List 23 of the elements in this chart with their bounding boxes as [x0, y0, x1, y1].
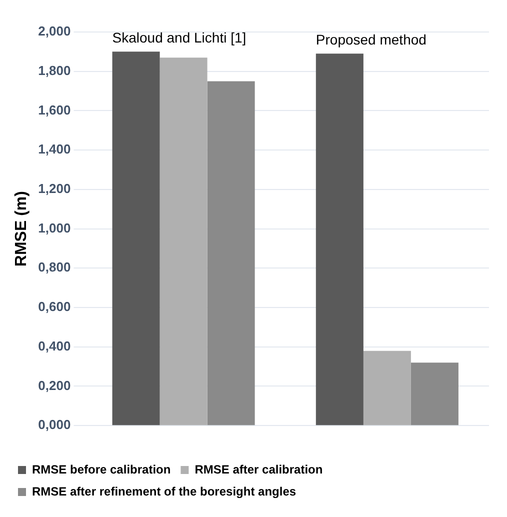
bar: [112, 52, 160, 426]
y-tick-label: 0,400: [38, 338, 71, 354]
bar: [316, 54, 364, 426]
legend-label: RMSE after refinement of the boresight angles: [32, 484, 296, 498]
y-tick-label: 1,600: [38, 102, 71, 118]
bar: [160, 58, 208, 426]
legend-label: RMSE after calibration: [194, 462, 323, 476]
y-tick-label: 0,000: [38, 417, 71, 432]
bar: [207, 81, 255, 426]
annotation: Skaloud and Lichti [1]: [112, 30, 246, 46]
y-tick-label: 2,000: [38, 24, 71, 39]
legend-label: RMSE before calibration: [32, 462, 171, 476]
y-tick-label: 0,600: [38, 299, 71, 314]
y-tick-label: 1,200: [38, 181, 71, 196]
y-tick-label: 0,200: [38, 378, 71, 393]
y-tick-label: 1,000: [38, 220, 71, 236]
y-axis-title: RMSE (m): [13, 191, 30, 267]
y-tick-label: 0,800: [38, 260, 71, 275]
bar: [410, 362, 458, 426]
bar: [363, 350, 411, 426]
annotation: Proposed method: [316, 32, 426, 48]
y-tick-label: 1,400: [38, 142, 71, 157]
y-tick-label: 1,800: [38, 62, 71, 78]
